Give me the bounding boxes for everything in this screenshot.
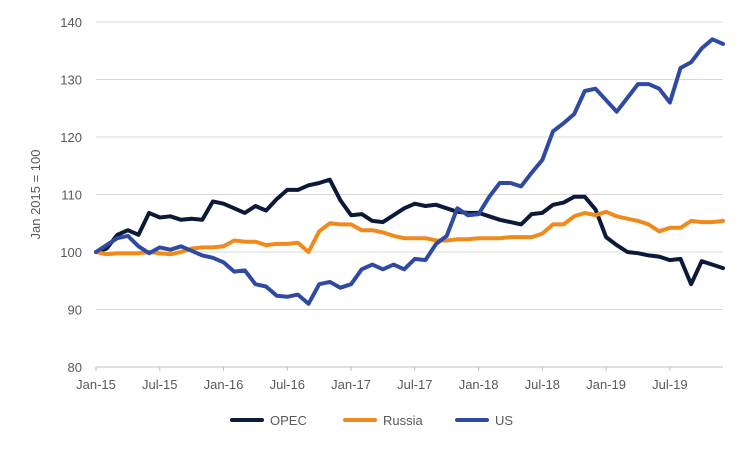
x-tick-label: Jan-15: [76, 377, 116, 392]
legend: OPEC Russia US: [230, 413, 513, 428]
x-tick-label: Jan-17: [331, 377, 371, 392]
y-axis-tick-labels: 80 90 100 110 120 130 140: [60, 15, 82, 375]
y-axis-title: Jan 2015 = 100: [28, 150, 43, 240]
x-tick-label: Jul-16: [270, 377, 305, 392]
x-tick-label: Jan-18: [459, 377, 499, 392]
legend-label-opec: OPEC: [270, 413, 307, 428]
y-tick-label: 100: [60, 245, 82, 260]
y-tick-label: 90: [68, 303, 82, 318]
y-tick-label: 140: [60, 15, 82, 30]
gridlines: [95, 21, 723, 371]
series-line-opec: [94, 177, 725, 287]
x-tick-label: Jul-19: [652, 377, 687, 392]
legend-label-us: US: [495, 413, 513, 428]
y-tick-label: 120: [60, 130, 82, 145]
x-tick-label: Jan-19: [586, 377, 626, 392]
y-tick-label: 80: [68, 360, 82, 375]
x-tick-label: Jul-15: [142, 377, 177, 392]
y-tick-label: 110: [61, 188, 82, 203]
x-axis-tick-labels: Jan-15 Jul-15 Jan-16 Jul-16 Jan-17 Jul-17 Jan-…: [76, 377, 687, 392]
series-line-russia: [94, 209, 725, 257]
series-lines: [94, 37, 725, 306]
x-tick-label: Jul-18: [525, 377, 560, 392]
series-line-us: [94, 37, 725, 306]
x-tick-label: Jan-16: [204, 377, 244, 392]
y-tick-label: 130: [60, 73, 82, 88]
legend-label-russia: Russia: [383, 413, 424, 428]
x-tick-label: Jul-17: [397, 377, 432, 392]
